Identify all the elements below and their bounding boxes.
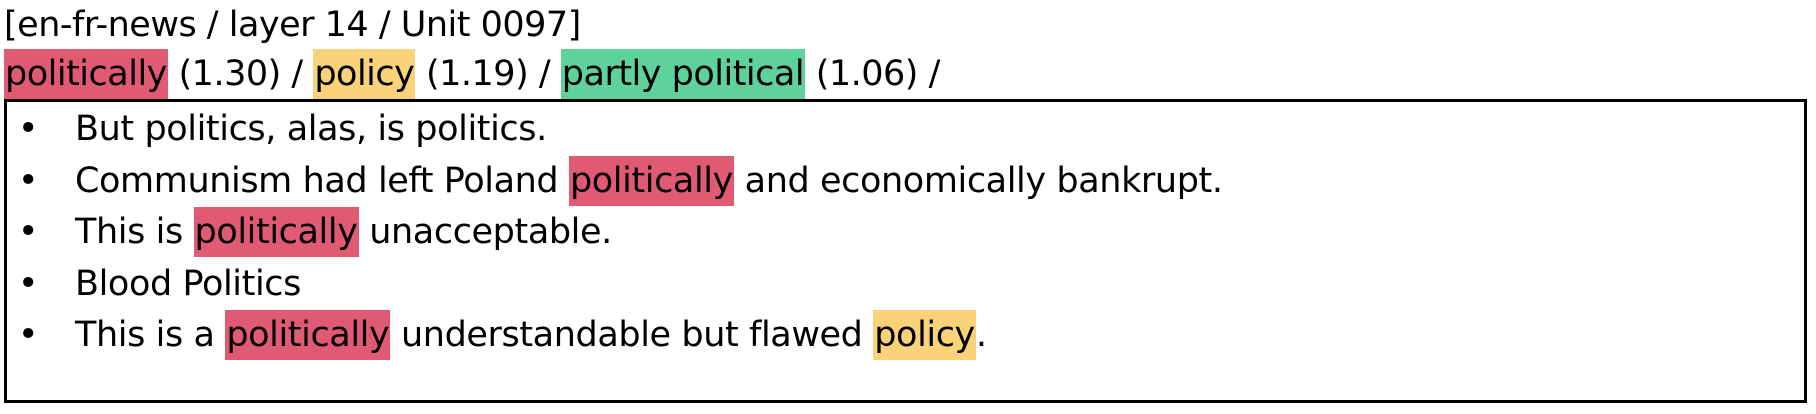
sentence-fragment: understandable but flawed bbox=[390, 315, 874, 355]
unit-title: [en-fr-news / layer 14 / Unit 0097] bbox=[4, 5, 581, 45]
token-highlight: policy bbox=[873, 310, 976, 360]
token-highlight: politically bbox=[568, 156, 734, 206]
top-token-score: (1.19) bbox=[415, 54, 529, 94]
sentence-fragment: Blood Politics bbox=[75, 264, 301, 304]
sentence-fragment: This is a bbox=[75, 315, 226, 355]
example-sentence: • Communism had left Poland politically a… bbox=[7, 156, 1797, 212]
example-text: But politics, alas, is politics. bbox=[75, 104, 547, 154]
token-separator: / bbox=[280, 54, 314, 94]
sentence-fragment: This is bbox=[75, 212, 194, 252]
sentence-fragment: . bbox=[975, 315, 987, 355]
example-sentence: • This is politically unacceptable. bbox=[7, 207, 1797, 263]
example-text: Blood Politics bbox=[75, 259, 301, 309]
token-separator: / bbox=[917, 54, 951, 94]
token-separator: / bbox=[528, 54, 561, 94]
bullet: • bbox=[17, 212, 39, 252]
example-text: This is politically unacceptable. bbox=[75, 207, 612, 257]
bullet: • bbox=[17, 109, 39, 149]
example-sentence: • But politics, alas, is politics. bbox=[7, 104, 1797, 160]
top-token-highlight: politically bbox=[4, 49, 168, 99]
top-token-highlight: partly political bbox=[560, 49, 806, 99]
example-sentence: • Blood Politics bbox=[7, 259, 1797, 315]
top-token-score: (1.06) bbox=[805, 54, 919, 94]
example-sentence: • This is a politically understandable bu… bbox=[7, 310, 1797, 366]
bullet: • bbox=[17, 264, 39, 304]
bullet: • bbox=[17, 161, 39, 201]
sentence-fragment: and economically bankrupt. bbox=[733, 161, 1223, 201]
sentence-fragment: Communism had left Poland bbox=[75, 161, 569, 201]
sentence-fragment: unacceptable. bbox=[358, 212, 612, 252]
top-token-score: (1.30) bbox=[167, 54, 282, 94]
example-text: This is a politically understandable but… bbox=[75, 310, 987, 360]
sentence-fragment: But politics, alas, is politics. bbox=[75, 109, 547, 149]
token-highlight: politically bbox=[225, 310, 391, 360]
top-tokens-line: politically (1.30) / policy (1.19) / par… bbox=[4, 49, 950, 99]
bullet: • bbox=[17, 315, 39, 355]
token-highlight: politically bbox=[193, 207, 359, 257]
examples-box: • But politics, alas, is politics. • Commun… bbox=[4, 99, 1807, 403]
example-text: Communism had left Poland politically an… bbox=[75, 156, 1223, 206]
top-token-highlight: policy bbox=[313, 49, 416, 99]
